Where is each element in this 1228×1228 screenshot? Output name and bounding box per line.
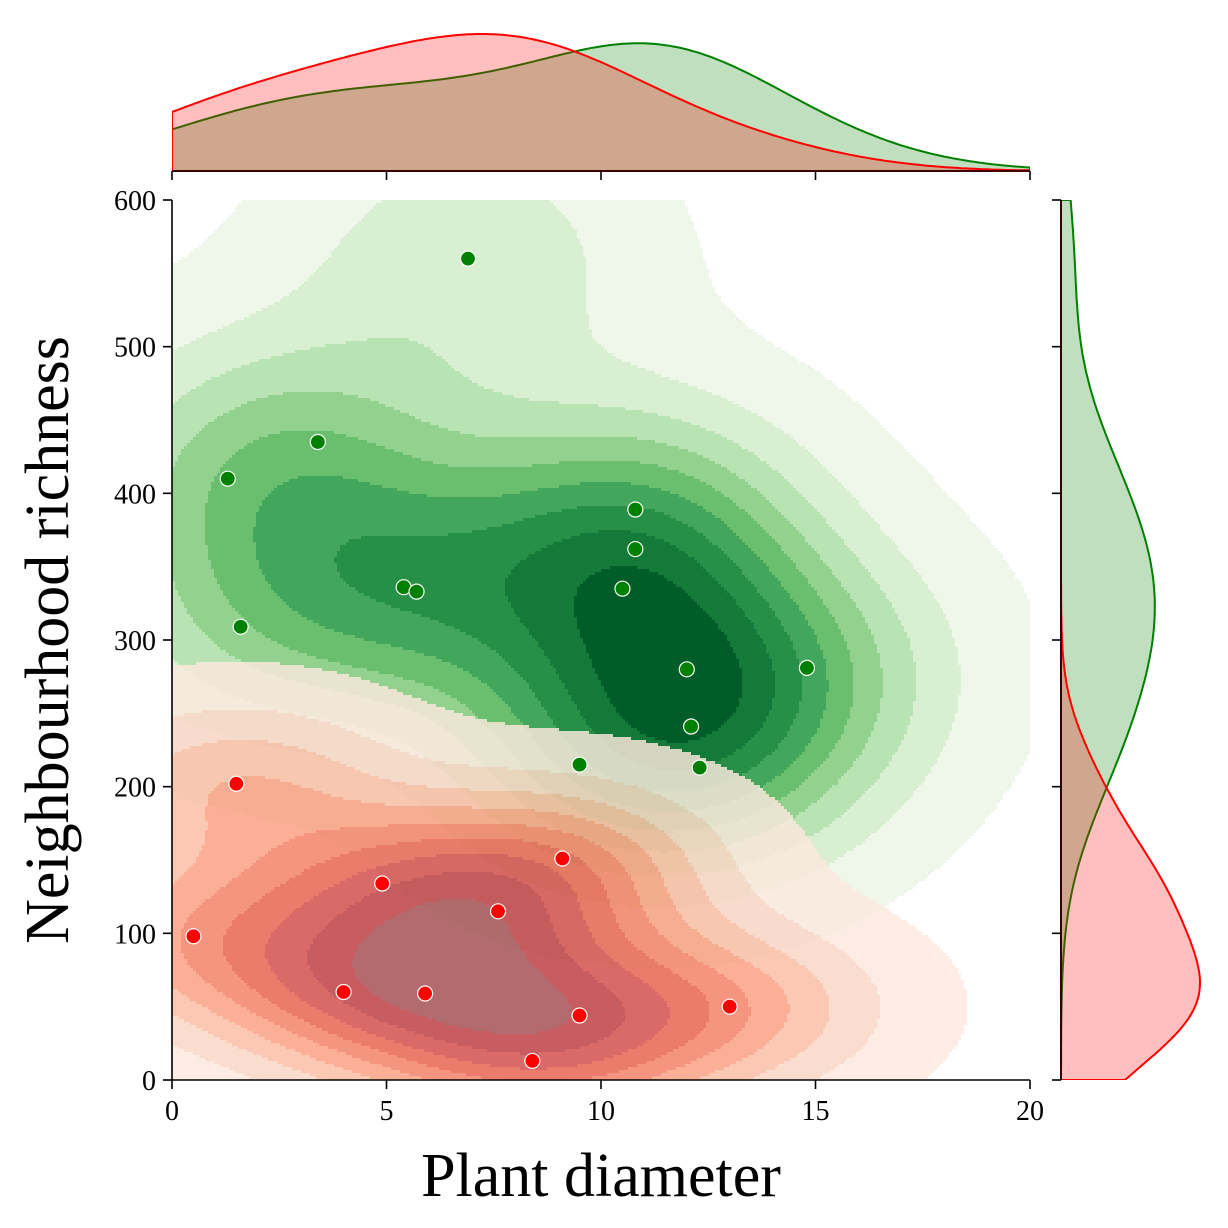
scatter-point: [408, 583, 425, 600]
marginal-x-plot: [171, 33, 1031, 180]
scatter-point: [682, 718, 700, 735]
y-tick-label: 0: [142, 1066, 156, 1097]
scatter-point: [627, 540, 644, 558]
scatter-point: [524, 1052, 541, 1070]
marginal-y-plot: [1052, 199, 1202, 1081]
scatter-point: [571, 756, 588, 773]
y-tick-label: 300: [114, 626, 156, 657]
density-contours: [172, 200, 1030, 1080]
x-tick-label: 0: [165, 1096, 179, 1127]
density-contour-group: [172, 662, 967, 1080]
marginal-x-density: [172, 33, 1030, 172]
scatter-point: [232, 618, 249, 635]
scatter-point: [459, 250, 477, 267]
x-tick-label: 20: [1016, 1096, 1044, 1127]
scatter-point: [219, 470, 236, 487]
y-tick-label: 600: [114, 186, 156, 217]
scatter-point: [335, 983, 352, 1001]
scatter-point: [554, 850, 571, 867]
x-tick-label: 5: [380, 1096, 394, 1127]
y-tick-label: 400: [114, 479, 156, 510]
y-axis-title: Neighbourhood richness: [14, 336, 82, 944]
scatter-point: [678, 661, 695, 678]
marginal-y-density: [1060, 200, 1156, 1080]
scatter-point: [228, 775, 245, 792]
joint-plot: 0 5 10 15 20 0 100 200 300 400 500 600 Plant diame…: [14, 186, 1044, 1210]
marginal-x-density: [172, 42, 1030, 172]
joint-axes: 0 5 10 15 20 0 100 200 300 400 500 600: [114, 186, 1044, 1127]
y-tick-label: 100: [114, 919, 156, 950]
scatter-point: [374, 875, 391, 892]
x-axis-ticks: 0 5 10 15 20: [165, 1080, 1044, 1127]
y-axis-ticks: 0 100 200 300 400 500 600: [114, 186, 172, 1097]
marginal-y-ticks: [1052, 199, 1061, 1081]
scatter-point: [309, 433, 326, 451]
scatter-points: [185, 250, 816, 1070]
density-contour-level: [352, 899, 571, 1034]
x-tick-label: 15: [802, 1096, 830, 1127]
x-tick-label: 10: [587, 1096, 615, 1127]
x-axis-title: Plant diameter: [421, 1142, 781, 1210]
density-contour-level: [574, 566, 742, 743]
y-tick-label: 200: [114, 773, 156, 804]
marginal-y-densities: [1060, 200, 1202, 1080]
scatter-point: [627, 501, 644, 518]
scatter-point: [691, 759, 708, 776]
y-tick-label: 500: [114, 333, 156, 364]
marginal-x-densities: [172, 33, 1030, 172]
marginal-x-ticks: [171, 171, 1031, 180]
scatter-point: [185, 928, 202, 945]
scatter-point: [571, 1007, 588, 1024]
scatter-point: [614, 580, 631, 597]
scatter-point: [798, 659, 816, 676]
scatter-point: [489, 903, 507, 920]
scatter-point: [721, 998, 738, 1015]
scatter-point: [417, 985, 434, 1002]
